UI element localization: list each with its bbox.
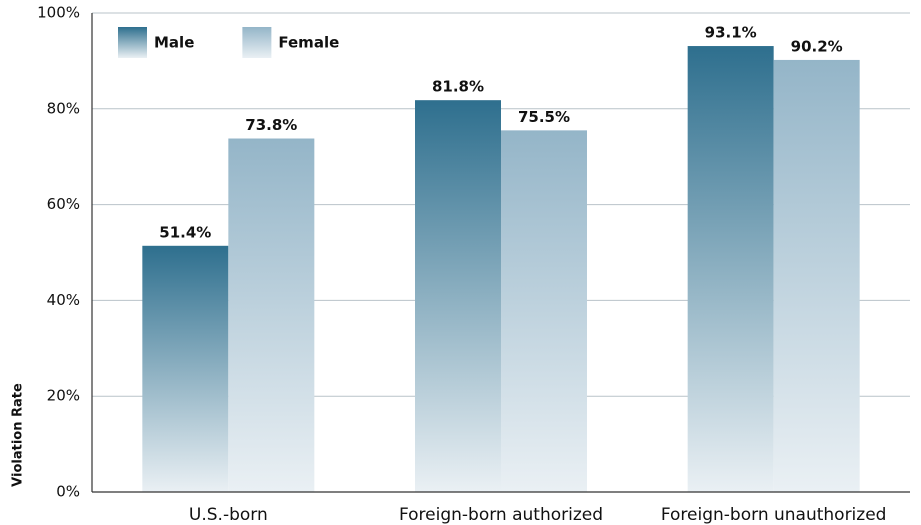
legend-label: Female [278,34,339,52]
value-label: 81.8% [432,78,484,96]
value-label: 90.2% [791,37,843,55]
bar [228,138,315,493]
x-tick-label: U.S.-born [189,505,268,525]
y-tick-label: 80% [47,99,80,117]
x-tick-label: Foreign-born authorized [399,505,603,525]
legend-swatch [118,27,147,58]
y-tick-label: 0% [56,483,80,501]
legend-label: Male [154,34,194,52]
value-label: 73.8% [245,116,297,134]
bar [415,100,501,492]
value-label: 75.5% [518,108,570,126]
x-tick-label: Foreign-born unauthorized [661,505,887,525]
legend-swatch [242,27,272,58]
y-tick-label: 20% [47,387,80,405]
y-axis-label: Violation Rate [11,383,26,487]
y-tick-label: 60% [47,195,80,213]
bar [501,130,587,493]
bar [773,59,860,492]
y-tick-label: 40% [47,291,80,309]
y-tick-label: 100% [37,4,80,22]
value-label: 93.1% [705,24,757,42]
value-label: 51.4% [159,223,211,241]
bar [687,46,774,493]
bar [142,245,229,492]
